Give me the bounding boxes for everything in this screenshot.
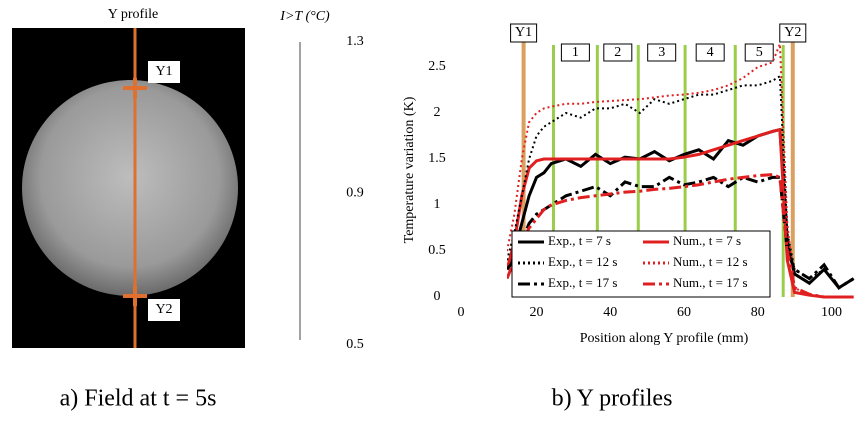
section-label: 4 [707,45,714,60]
series-line [507,173,854,299]
label-box [148,299,180,321]
field-disc [22,80,238,296]
section-box [695,43,725,62]
legend-label: Num., t = 7 s [673,233,741,248]
plot-area [507,43,855,299]
section-box [603,43,633,62]
legend-label: Exp., t = 17 s [548,275,617,290]
marker-box [779,23,807,43]
x-tick-label: 60 [677,305,691,320]
section-box [560,43,590,62]
y-tick-label: 0 [434,289,441,304]
series-line [507,74,855,290]
y-tick-label: 2.5 [428,59,446,74]
caption: a) Field at t = 5s [60,386,217,412]
x-tick-label: 100 [821,305,842,320]
stray-label: 0 [458,305,465,320]
y-tick-label: 1 [434,197,441,212]
x-tick-label: 80 [751,305,765,320]
colorbar-tick-label: 0.5 [346,337,364,352]
profile-label: Y profile [108,7,158,22]
colorbar-title: I>T (°C) [279,9,330,24]
legend-label: Exp., t = 7 s [548,233,611,248]
legend-box [511,230,771,298]
section-box [744,43,774,62]
section-label: 3 [658,45,665,60]
legend-label: Num., t = 17 s [673,275,748,290]
y-axis-title: Temperature variation (K) [402,96,417,243]
y-tick-label: 2 [434,105,441,120]
x-axis-title: Position along Y profile (mm) [580,331,749,346]
caption: b) Y profiles [552,386,673,412]
label-box [148,61,180,83]
x-tick-label: 40 [603,305,617,320]
profile-ends [123,78,147,306]
marker-label: Y1 [515,25,532,40]
y-tick-label: 0.5 [428,243,446,258]
marker-box [510,23,538,43]
marker-label: Y1 [155,64,172,79]
section-label: 5 [756,45,763,60]
colorbar-tick-label: 0.9 [346,186,364,201]
y-tick-label: 1.5 [428,151,446,166]
marker-label: Y2 [784,25,801,40]
section-label: 1 [572,45,579,60]
legend-label: Num., t = 12 s [673,254,748,269]
x-tick-label: 20 [530,305,544,320]
marker-label: Y2 [155,302,172,317]
section-label: 2 [614,45,621,60]
series-line [507,127,854,299]
legend-label: Exp., t = 12 s [548,254,617,269]
colorbar-tick-label: 1.3 [346,34,364,49]
section-box [647,43,677,62]
